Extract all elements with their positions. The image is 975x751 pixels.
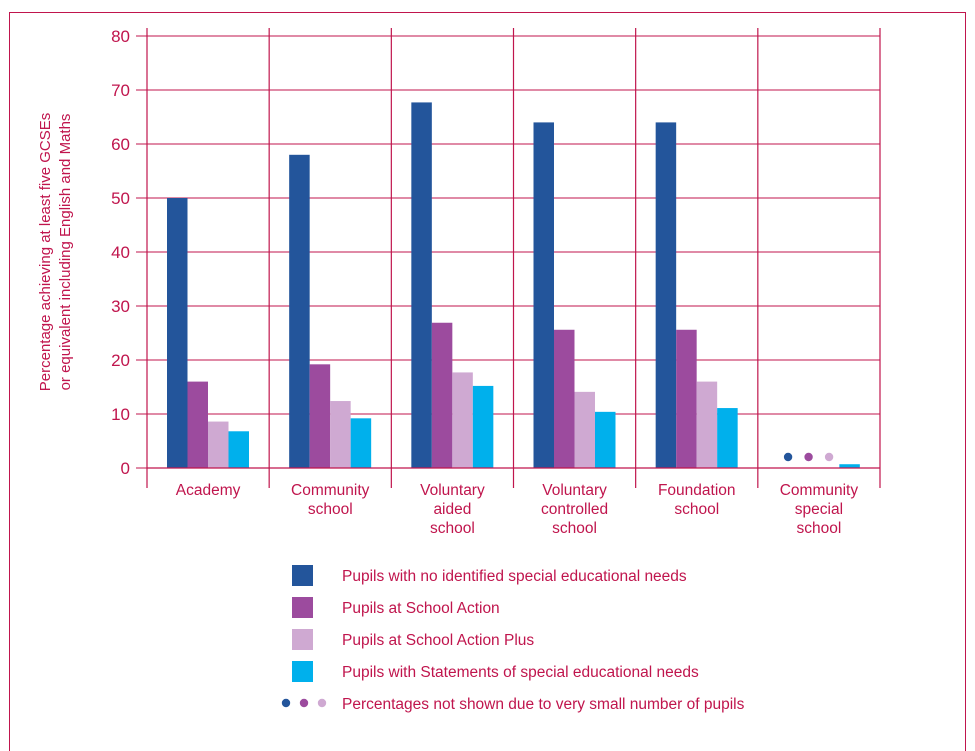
- y-axis-title-line: Percentage achieving at least five GCSEs: [37, 113, 54, 391]
- y-tick-label: 20: [111, 351, 130, 370]
- bar: [595, 411, 616, 468]
- bar: [350, 418, 372, 468]
- category-label: controlled: [541, 501, 608, 518]
- category-label: school: [552, 520, 597, 537]
- grid-lines: [136, 35, 880, 469]
- category-labels: Academy Community school Voluntary aided scho…: [176, 482, 859, 537]
- bar: [472, 385, 494, 468]
- category-label: Voluntary: [542, 482, 607, 499]
- chart-frame: [9, 12, 966, 751]
- bar: [208, 421, 229, 468]
- category-label: school: [430, 520, 475, 537]
- legend-suppressed-dot: [299, 698, 309, 708]
- category-label: Foundation: [658, 482, 736, 499]
- legend-label: Pupils at School Action Plus: [342, 632, 534, 649]
- y-tick-label: 70: [111, 81, 130, 100]
- bar: [187, 381, 208, 468]
- category-label: Voluntary: [420, 482, 485, 499]
- legend: Pupils with no identified special educat…: [281, 565, 745, 713]
- legend-label: Pupils at School Action: [342, 600, 500, 617]
- bars: [167, 102, 860, 469]
- category-label: Community: [291, 482, 370, 499]
- bar: [431, 322, 453, 468]
- x-axis: [146, 28, 881, 488]
- bar: [330, 401, 351, 468]
- bar: [696, 381, 718, 468]
- bar: [554, 329, 575, 468]
- bar: [167, 198, 188, 468]
- y-axis-tick-labels: 0 10 20 30 40 50 60 70 80: [111, 27, 130, 478]
- y-tick-label: 30: [111, 297, 130, 316]
- category-label: Community: [780, 482, 859, 499]
- bar: [717, 408, 738, 468]
- bar: [228, 431, 249, 468]
- bar: [676, 329, 697, 468]
- legend-swatch: [292, 629, 313, 650]
- category-label: special: [795, 501, 843, 518]
- category-label: school: [308, 501, 353, 518]
- legend-suppressed-dot: [281, 698, 291, 708]
- legend-note: Percentages not shown due to very small …: [342, 696, 745, 713]
- bar: [574, 391, 595, 468]
- bar: [411, 102, 432, 469]
- y-tick-label: 40: [111, 243, 130, 262]
- y-axis-title-line: or equivalent including English and Math…: [57, 114, 74, 391]
- bar: [655, 122, 677, 469]
- legend-label: Pupils with Statements of special educat…: [342, 664, 699, 681]
- y-tick-label: 50: [111, 189, 130, 208]
- y-tick-label: 80: [111, 27, 130, 46]
- category-label: aided: [433, 501, 471, 518]
- y-tick-label: 0: [121, 459, 130, 478]
- y-tick-label: 60: [111, 135, 130, 154]
- bar: [452, 372, 473, 468]
- legend-swatch: [292, 597, 313, 618]
- y-tick-label: 10: [111, 405, 130, 424]
- category-label: school: [797, 520, 842, 537]
- bar: [839, 464, 860, 468]
- suppressed-marker-dot: [783, 452, 793, 462]
- bar: [289, 154, 310, 469]
- category-label: Academy: [176, 482, 241, 499]
- suppressed-marker-dot: [804, 452, 813, 462]
- bar: [309, 364, 331, 468]
- category-label: school: [674, 501, 719, 518]
- legend-swatch: [292, 661, 313, 682]
- legend-swatch: [292, 565, 313, 586]
- suppressed-marker-dot: [824, 452, 834, 462]
- bar: [533, 122, 554, 469]
- y-axis-title: Percentage achieving at least five GCSEs…: [37, 113, 74, 391]
- legend-label: Pupils with no identified special educat…: [342, 568, 687, 585]
- legend-suppressed-dot: [317, 698, 327, 708]
